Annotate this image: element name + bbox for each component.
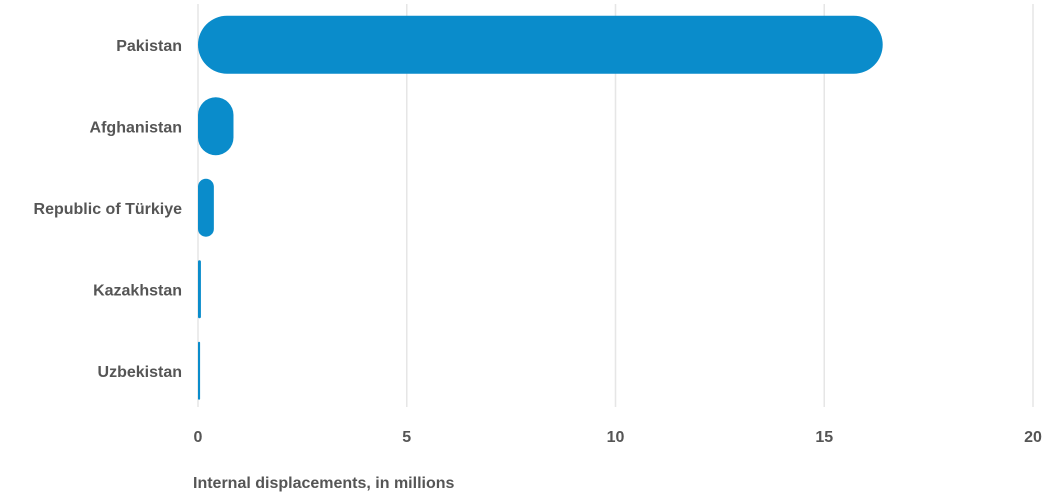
- category-label: Republic of Türkiye: [34, 201, 183, 218]
- x-tick-label: 0: [194, 429, 203, 446]
- category-label: Pakistan: [116, 38, 182, 55]
- bars: [198, 15, 883, 400]
- x-tick-label: 20: [1024, 429, 1042, 446]
- category-label: Uzbekistan: [98, 364, 182, 381]
- bar: [198, 260, 201, 319]
- x-tick-label: 15: [815, 429, 833, 446]
- x-tick-label: 10: [607, 429, 625, 446]
- x-tick-labels: 0 5 10 15 20: [194, 429, 1042, 446]
- category-label: Afghanistan: [90, 119, 182, 136]
- bar: [198, 178, 214, 237]
- bar: [198, 15, 883, 74]
- category-labels: Pakistan Afghanistan Republic of Türkiye Ka…: [34, 38, 183, 381]
- x-axis-title: Internal displacements, in millions: [193, 475, 455, 492]
- category-label: Kazakhstan: [93, 282, 182, 299]
- bar: [198, 341, 201, 400]
- bar: [198, 97, 234, 156]
- x-tick-label: 5: [402, 429, 411, 446]
